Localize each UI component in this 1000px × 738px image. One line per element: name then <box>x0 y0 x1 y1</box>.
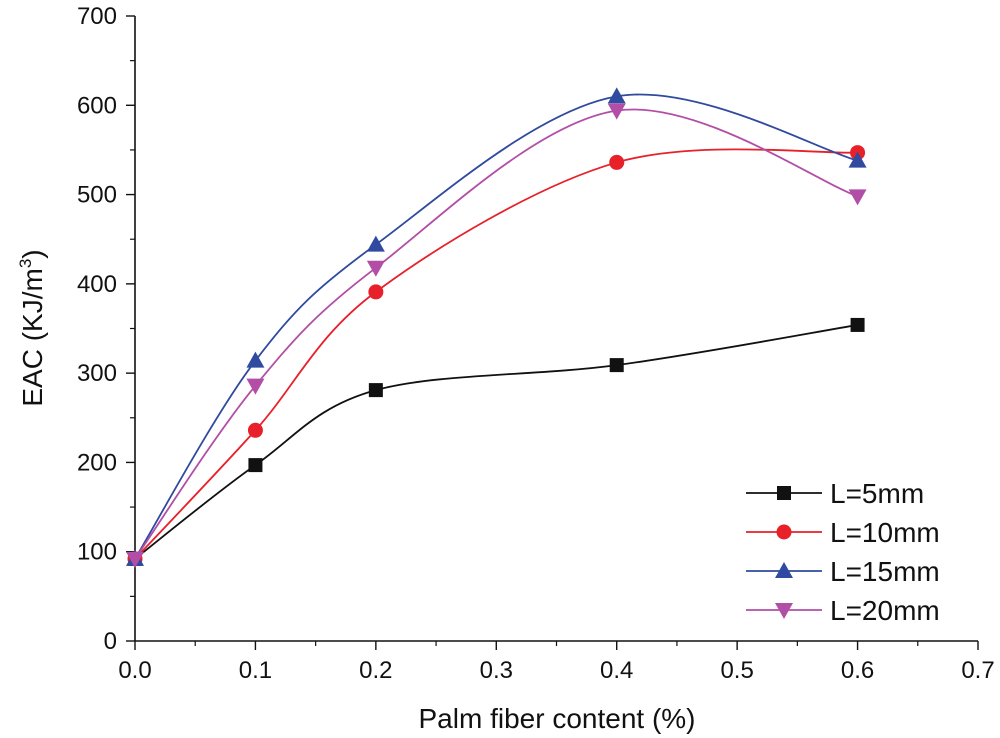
legend-marker-triangle-down <box>775 603 793 619</box>
data-point-triangle-down <box>366 260 385 277</box>
data-point-triangle-up <box>607 87 626 104</box>
data-point-circle <box>368 284 384 300</box>
data-point-triangle-down <box>246 378 265 395</box>
legend-marker-triangle-up <box>775 562 793 578</box>
legend-label: L=10mm <box>830 517 940 548</box>
data-point-square <box>368 383 383 398</box>
data-point-square <box>609 358 624 373</box>
series-l-5mm <box>128 317 865 566</box>
legend-item: L=15mm <box>746 556 940 587</box>
data-point-triangle-up <box>848 151 867 168</box>
y-axis-title-main: EAC (KJ/m <box>17 268 48 406</box>
legend-item: L=5mm <box>746 478 924 509</box>
y-axis-title-close: ) <box>17 249 48 258</box>
x-tick-label: 0.2 <box>359 657 392 684</box>
y-tick-label: 600 <box>77 92 117 119</box>
x-tick-label: 0.4 <box>600 657 633 684</box>
data-point-triangle-down <box>848 189 867 206</box>
data-point-triangle-up <box>246 351 265 368</box>
x-tick-label: 0.5 <box>720 657 753 684</box>
x-tick-label: 0.1 <box>239 657 272 684</box>
y-tick-label: 700 <box>77 3 117 30</box>
legend-label: L=15mm <box>830 556 940 587</box>
series-l-20mm <box>126 103 867 568</box>
data-point-triangle-down <box>126 551 144 568</box>
series-line <box>134 93 858 560</box>
legend-label: L=20mm <box>830 595 940 626</box>
series-l-10mm <box>127 145 866 567</box>
data-point-square <box>850 317 865 332</box>
plot-area <box>126 87 867 568</box>
legend: L=5mm L=10mm L=15mm L=20mm <box>746 478 940 626</box>
axes: 0.0 0.1 0.2 0.3 0.4 0.5 0.6 0.7 0 100 200 300 400 500… <box>77 3 995 684</box>
y-tick-label: 300 <box>77 360 117 387</box>
x-tick-label: 0.3 <box>480 657 513 684</box>
legend-marker-square <box>777 486 791 500</box>
y-tick-label: 400 <box>77 271 117 298</box>
y-tick-label: 200 <box>77 449 117 476</box>
series-line <box>134 148 858 560</box>
y-tick-label: 100 <box>77 539 117 566</box>
legend-marker-circle <box>776 524 792 540</box>
x-axis-title: Palm fiber content (%) <box>419 703 696 734</box>
x-tick-label: 0.0 <box>118 657 151 684</box>
series-line <box>134 324 858 560</box>
legend-item: L=20mm <box>746 595 940 626</box>
data-point-triangle-down <box>607 103 626 120</box>
x-tick-label: 0.7 <box>961 657 994 684</box>
legend-label: L=5mm <box>830 478 924 509</box>
x-tick-label: 0.6 <box>841 657 874 684</box>
y-axis-title-sup: 3 <box>16 259 35 268</box>
data-point-circle <box>247 422 263 438</box>
data-point-triangle-up <box>366 235 385 252</box>
series-l-15mm <box>126 87 867 566</box>
data-point-circle <box>609 154 625 170</box>
y-tick-label: 500 <box>77 182 117 209</box>
y-tick-label: 0 <box>104 628 117 655</box>
data-point-square <box>248 458 263 473</box>
y-axis-title: EAC (KJ/m3) <box>16 249 48 406</box>
legend-item: L=10mm <box>746 517 940 548</box>
series-line <box>134 108 858 560</box>
